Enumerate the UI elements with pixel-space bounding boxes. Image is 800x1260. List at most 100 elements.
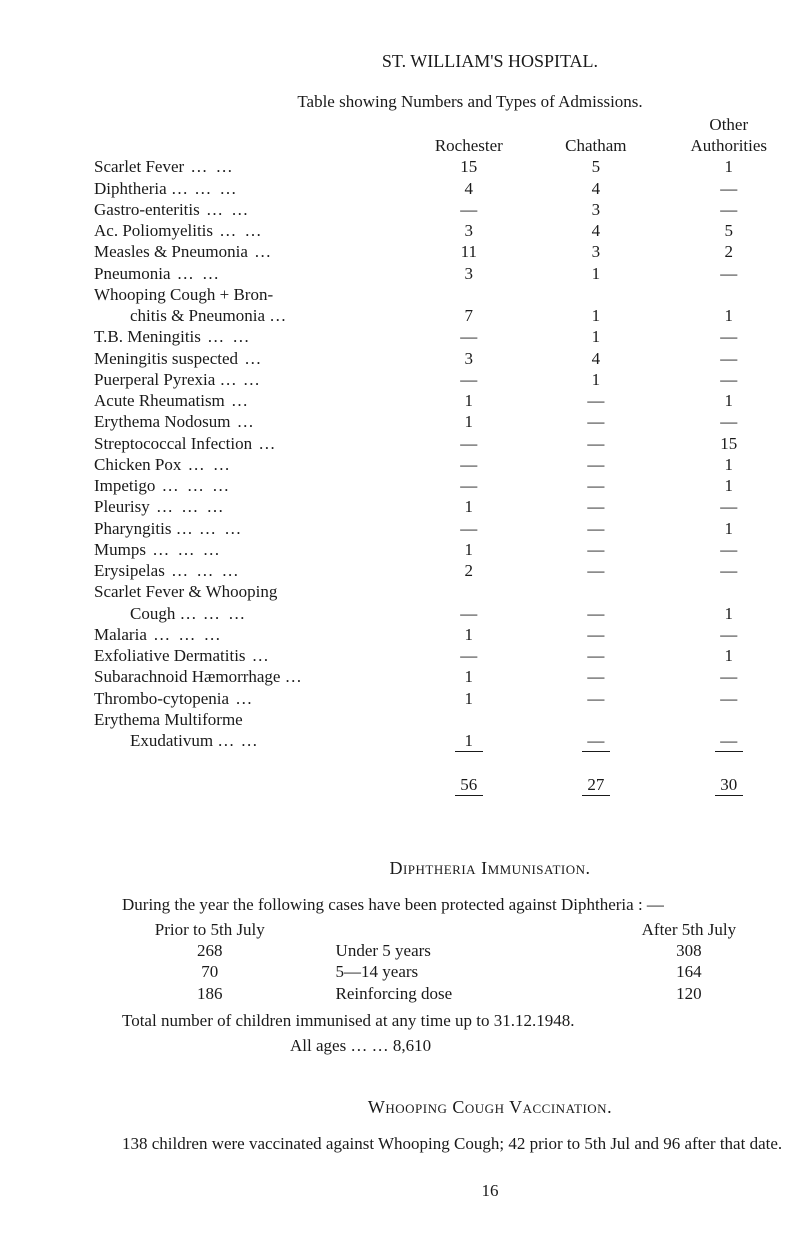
row-label: Diphtheria … <box>94 179 188 198</box>
table-row: 268Under 5 years308576 <box>90 940 800 961</box>
cell: 4 <box>532 220 659 241</box>
row-label: Pleurisy <box>94 497 150 516</box>
cell: 11 <box>405 241 532 262</box>
cell: 1 <box>659 156 798 177</box>
table-row: Erythema Nodosum …1——1 <box>90 411 800 432</box>
cell <box>532 284 659 305</box>
cell: 3 <box>405 220 532 241</box>
cell: — <box>532 645 659 666</box>
cell: — <box>659 178 798 199</box>
cell: — <box>532 688 659 709</box>
col-rochester: Rochester <box>405 135 532 156</box>
leader-dots: … <box>225 391 250 410</box>
table-row: Meningitis suspected …34—7 <box>90 348 800 369</box>
cell: — <box>532 411 659 432</box>
cell: Reinforcing dose <box>330 983 592 1004</box>
row-label: T.B. Meningitis <box>94 327 201 346</box>
cell: 15 <box>659 433 798 454</box>
leader-dots: … … <box>188 179 239 198</box>
diph-total-line: Total number of children immunised at an… <box>90 1010 800 1031</box>
cell: — <box>532 390 659 411</box>
cell: — <box>532 624 659 645</box>
cell: 4 <box>532 348 659 369</box>
table-row: Scarlet Fever … …155121 <box>90 156 800 177</box>
table-row: 705—14 years164234 <box>90 961 800 982</box>
leader-dots: … <box>248 242 273 261</box>
diph-allages: All ages … … 8,610 <box>90 1035 800 1056</box>
cell: — <box>659 688 798 709</box>
cell: 1 <box>532 263 659 284</box>
table-row: Exfoliative Dermatitis …——11 <box>90 645 800 666</box>
cell: 1 <box>405 411 532 432</box>
leader-dots: … … … <box>147 625 223 644</box>
table-row: Impetigo … … …——11 <box>90 475 800 496</box>
page-title: ST. WILLIAM'S HOSPITAL. <box>90 50 800 73</box>
table-row: Diphtheria … … …44—8 <box>90 178 800 199</box>
table-row: Pharyngitis … … …——11 <box>90 518 800 539</box>
cell: 1 <box>659 603 798 624</box>
table-row: Whooping Cough + Bron- <box>90 284 800 305</box>
table-row: Scarlet Fever & Whooping <box>90 581 800 602</box>
cell: 3 <box>532 199 659 220</box>
row-label: Cough … <box>130 604 197 623</box>
cell: 1 <box>405 496 532 517</box>
cell: 1 <box>659 305 798 326</box>
cell: — <box>659 326 798 347</box>
row-label: Mumps <box>94 540 146 559</box>
col-chatham: Chatham <box>532 135 659 156</box>
cell: — <box>659 348 798 369</box>
cell: Under 5 years <box>330 940 592 961</box>
cell: 3 <box>405 348 532 369</box>
table-row: Ac. Poliomyelitis … …34512 <box>90 220 800 241</box>
cell: 15 <box>405 156 532 177</box>
cell: — <box>532 496 659 517</box>
cell: 1 <box>532 305 659 326</box>
cell: 5 <box>532 156 659 177</box>
leader-dots: … … <box>193 519 244 538</box>
cell: 234 <box>786 961 800 982</box>
cell <box>405 581 532 602</box>
total-rochester: 56 <box>455 774 483 795</box>
cell: — <box>532 475 659 496</box>
cell: 268 <box>90 940 330 961</box>
cell <box>532 581 659 602</box>
row-label: Thrombo-cytopenia <box>94 689 229 708</box>
cell: 186 <box>90 983 330 1004</box>
cell <box>659 709 798 730</box>
cell: — <box>659 730 798 751</box>
cell: 308 <box>592 940 786 961</box>
whooping-para: 138 children were vaccinated against Who… <box>90 1133 800 1154</box>
cell: — <box>659 560 798 581</box>
totals-row: 56 27 30 113 <box>90 774 800 795</box>
leader-dots: … … <box>201 327 252 346</box>
cell: 1 <box>405 390 532 411</box>
leader-dots: … … <box>197 604 248 623</box>
total-authorities: 30 <box>715 774 743 795</box>
cell: 164 <box>592 961 786 982</box>
cell: 4 <box>532 178 659 199</box>
table-row: Chicken Pox … …——11 <box>90 454 800 475</box>
leader-dots: … … <box>171 264 222 283</box>
cell: 306 <box>786 983 800 1004</box>
table-row: Thrombo-cytopenia …1——1 <box>90 688 800 709</box>
cell: 2 <box>659 241 798 262</box>
cell: — <box>659 666 798 687</box>
leader-dots: … … … <box>150 497 226 516</box>
table-row: Exudativum … …1——1 <box>90 730 800 751</box>
table-row: Subarachnoid Hæmorrhage …1——1 <box>90 666 800 687</box>
cell: — <box>659 199 798 220</box>
row-label: Chicken Pox <box>94 455 181 474</box>
table-row: Malaria … … …1——1 <box>90 624 800 645</box>
cell: 1 <box>532 326 659 347</box>
row-label: Erysipelas <box>94 561 165 580</box>
cell: — <box>405 645 532 666</box>
row-label: Erythema Multiforme <box>94 710 243 729</box>
cell: — <box>532 730 659 751</box>
row-label: Acute Rheumatism <box>94 391 225 410</box>
cell: 1 <box>405 539 532 560</box>
leader-dots: … … … <box>165 561 241 580</box>
cell: — <box>405 326 532 347</box>
cell: — <box>532 433 659 454</box>
row-label: Meningitis suspected <box>94 349 238 368</box>
cell <box>659 284 798 305</box>
